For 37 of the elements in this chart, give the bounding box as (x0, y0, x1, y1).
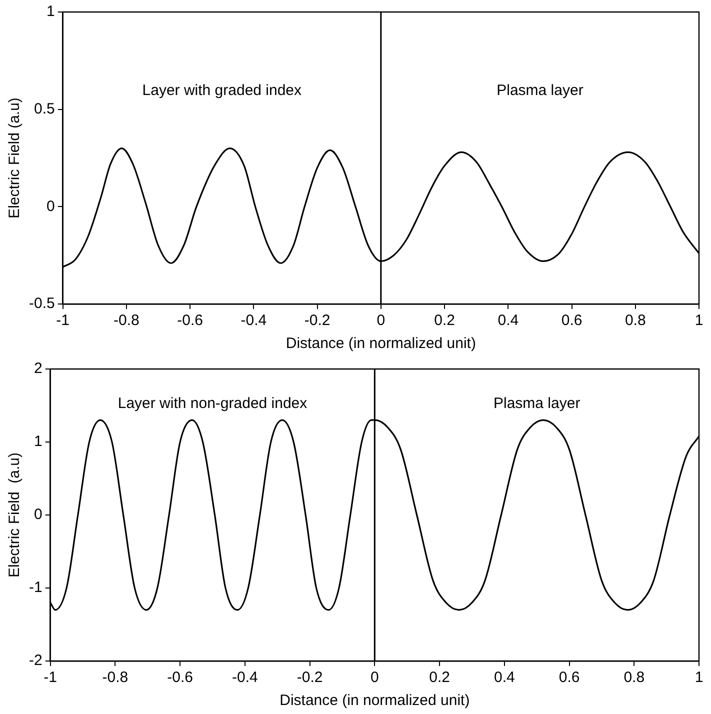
y-tick-label: -2 (28, 652, 42, 670)
x-tick-label: -0.8 (102, 669, 128, 686)
x-tick-label: 0.8 (624, 669, 645, 686)
annotation: Plasma layer (496, 82, 584, 99)
y-tick-label: 1 (46, 3, 55, 20)
annotation: Layer with non-graded index (118, 395, 308, 412)
annotation: Plasma layer (493, 395, 580, 412)
y-tick-label: 0 (34, 506, 42, 524)
y-tick-label: 2 (34, 360, 42, 378)
x-tick-label: 0.4 (494, 669, 515, 686)
x-tick-label: 0.2 (434, 312, 455, 330)
x-tick-label: -0.6 (177, 312, 204, 330)
x-tick-label: -0.8 (114, 312, 140, 330)
x-tick-label: -0.2 (296, 669, 323, 686)
y-tick-label: 0.5 (34, 100, 55, 118)
x-tick-label: 0 (376, 312, 386, 330)
y-axis-title: Electric Field (a.u) (6, 98, 24, 218)
y-axis-title: Electric Field (a.u) (6, 452, 24, 578)
x-tick-label: 1 (694, 312, 704, 330)
x-tick-label: 0.2 (429, 669, 450, 686)
x-axis-title: Distance (in normalized unit) (280, 692, 470, 710)
x-tick-label: 0.6 (561, 312, 582, 330)
y-tick-label: 1 (34, 433, 42, 450)
x-axis-title: Distance (in normalized unit) (286, 335, 476, 352)
y-tick-label: -0.5 (28, 295, 55, 312)
x-tick-label: -0.6 (167, 669, 193, 686)
x-tick-label: -0.4 (232, 669, 258, 686)
y-tick-label: 0 (46, 198, 55, 215)
x-tick-label: 0.4 (498, 312, 519, 330)
y-tick-label: -1 (28, 579, 42, 596)
x-tick-label: 0.8 (624, 312, 646, 330)
x-tick-label: -0.2 (304, 312, 330, 330)
annotation: Layer with graded index (142, 82, 302, 99)
x-tick-label: 0.6 (558, 669, 580, 686)
x-tick-label: -0.4 (240, 312, 267, 330)
x-tick-label: 1 (694, 669, 704, 686)
x-tick-label: 0 (370, 669, 379, 686)
